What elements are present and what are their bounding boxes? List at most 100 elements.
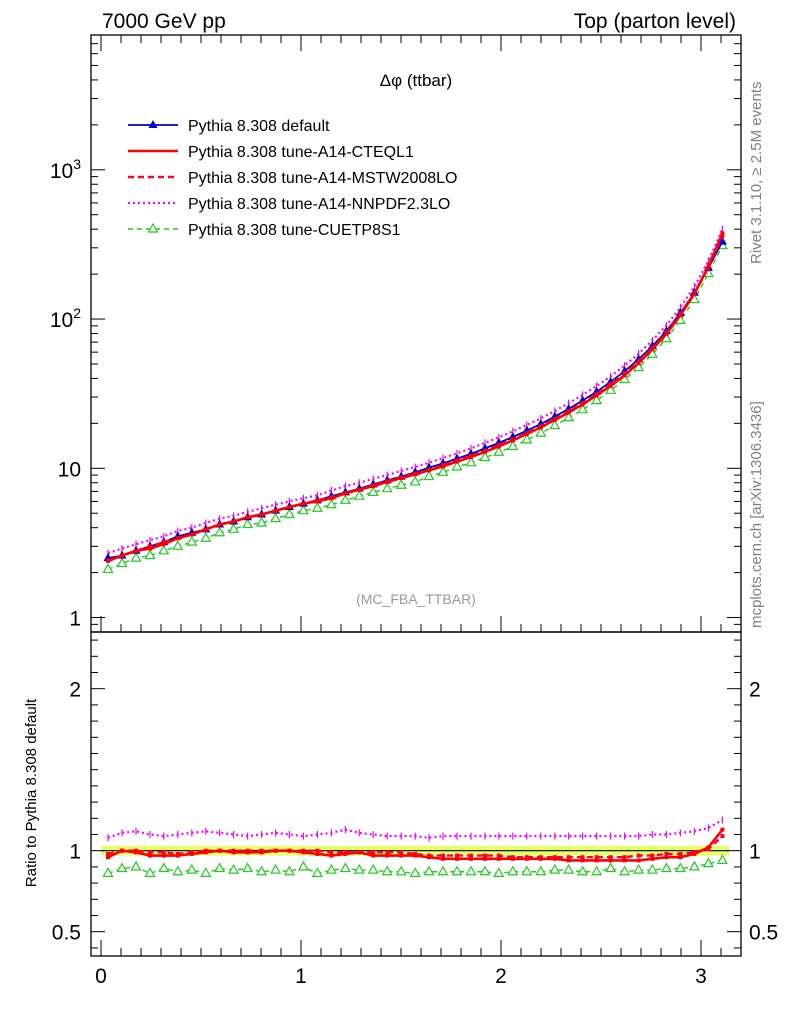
main-point-cteql1 [259, 512, 264, 517]
main-point-cteql1 [343, 491, 348, 496]
ratio-point-cteql1 [203, 850, 208, 855]
ratio-y-tick-label-right: 2 [749, 679, 761, 702]
ratio-point-cuetp8s1 [311, 867, 323, 877]
main-point-cteql1 [650, 347, 655, 352]
ratio-point-cuetp8s1 [395, 865, 407, 876]
ratio-point-cteql1 [329, 853, 334, 858]
main-point-cteql1 [594, 393, 599, 398]
main-point-cteql1 [524, 431, 529, 436]
ratio-point-cuetp8s1 [367, 863, 379, 874]
ratio-point-cuetp8s1 [186, 863, 198, 874]
ratio-point-cuetp8s1 [674, 862, 686, 873]
ratio-point-cteql1 [287, 848, 292, 853]
main-point-cuetp8s1 [172, 540, 184, 550]
main-point-cuetp8s1 [577, 403, 589, 414]
main-point-cteql1 [189, 532, 194, 537]
main-point-cteql1 [161, 542, 166, 547]
ratio-point-cuetp8s1 [409, 867, 421, 877]
main-point-cuetp8s1 [409, 475, 421, 486]
main-point-cuetp8s1 [200, 531, 212, 542]
ratio-point-cteql1 [148, 853, 152, 858]
main-point-cteql1 [692, 291, 697, 296]
main-point-cteql1 [678, 313, 683, 318]
ratio-point-mstw [608, 855, 613, 860]
main-point-cteql1 [552, 417, 557, 422]
ratio-point-cteql1 [217, 848, 222, 853]
ratio-point-mstw [315, 848, 320, 853]
ratio-point-cuetp8s1 [116, 862, 128, 873]
ratio-point-mstw [371, 850, 376, 855]
ratio-point-mstw [594, 855, 599, 860]
main-point-cteql1 [720, 231, 725, 236]
ratio-point-cteql1 [427, 855, 431, 860]
ratio-point-mstw [455, 853, 459, 858]
main-point-cteql1 [134, 548, 138, 553]
ratio-point-cteql1 [580, 858, 585, 863]
plot-title: Δφ (ttbar) [380, 71, 452, 90]
ratio-point-cuetp8s1 [521, 865, 533, 876]
ratio-y-tick-label-right: 1 [749, 841, 761, 864]
main-point-cuetp8s1 [493, 446, 505, 456]
source-site-label: mcplots.cern.ch [arXiv:1306.3436] [748, 401, 765, 628]
main-point-cteql1 [371, 484, 376, 489]
main-point-cuetp8s1 [311, 502, 323, 512]
legend-label-nnpdf: Pythia 8.308 tune-A14-NNPDF2.3LO [188, 196, 450, 213]
main-point-cuetp8s1 [605, 384, 617, 394]
main-point-cuetp8s1 [437, 466, 449, 476]
main-line-cteql1 [107, 232, 724, 563]
ratio-point-cuetp8s1 [535, 865, 547, 876]
main-line-cuetp8s1 [107, 245, 724, 571]
ratio-point-cteql1 [622, 858, 627, 863]
ratio-point-cteql1 [301, 850, 306, 855]
ratio-axis-label: Ratio to Pythia 8.308 default [23, 698, 40, 887]
main-point-cteql1 [357, 487, 362, 492]
legend-marker-cuetp8s1 [147, 222, 159, 233]
main-point-cuetp8s1 [339, 494, 351, 504]
ratio-point-cuetp8s1 [339, 862, 351, 873]
main-point-cuetp8s1 [256, 516, 268, 527]
main-point-cuetp8s1 [283, 508, 295, 519]
y-tick-label: 103 [50, 156, 81, 183]
main-point-mstw [622, 371, 627, 376]
main-point-cuetp8s1 [451, 460, 463, 471]
process-label: Top (parton level) [574, 10, 736, 33]
ratio-point-cuetp8s1 [130, 860, 142, 871]
main-point-cuetp8s1 [507, 440, 519, 451]
main-point-cuetp8s1 [521, 433, 533, 444]
ratio-point-cuetp8s1 [353, 863, 365, 874]
ratio-point-cuetp8s1 [270, 863, 282, 874]
ratio-point-mstw [161, 850, 166, 855]
ratio-point-cuetp8s1 [158, 862, 170, 873]
main-point-cteql1 [455, 459, 459, 464]
ratio-point-cuetp8s1 [256, 865, 268, 876]
x-tick-label: 1 [295, 965, 307, 988]
main-point-cuetp8s1 [270, 512, 282, 523]
main-point-cteql1 [245, 515, 250, 520]
main-point-cuetp8s1 [465, 456, 477, 467]
main-point-cuetp8s1 [395, 479, 407, 489]
ratio-point-cuetp8s1 [228, 863, 240, 874]
ratio-point-cuetp8s1 [437, 865, 449, 876]
main-point-cuetp8s1 [423, 470, 435, 481]
ratio-point-mstw [148, 850, 152, 855]
ratio-point-mstw [399, 850, 404, 855]
main-point-cuetp8s1 [591, 394, 603, 405]
ratio-point-cuetp8s1 [214, 862, 226, 873]
main-point-cteql1 [441, 464, 445, 469]
main-point-cteql1 [231, 519, 236, 524]
main-point-cuetp8s1 [116, 557, 128, 568]
x-tick-label: 2 [495, 965, 507, 988]
main-point-cuetp8s1 [353, 489, 365, 500]
ratio-panel: 0 1 2 3 0.5 0.5 1 1 2 2 [52, 631, 778, 988]
rivet-version-label: Rivet 3.1.10, ≥ 2.5M events [748, 82, 765, 265]
y-tick-label: 102 [50, 305, 81, 332]
main-point-cuetp8s1 [325, 498, 337, 509]
ratio-point-mstw [678, 851, 683, 856]
ratio-point-cuetp8s1 [200, 867, 212, 877]
ratio-point-cuetp8s1 [605, 862, 617, 873]
main-point-cteql1 [496, 444, 501, 449]
ratio-point-mstw [329, 850, 334, 855]
ratio-point-cteql1 [496, 856, 501, 861]
main-point-cuetp8s1 [535, 426, 547, 437]
ratio-point-cuetp8s1 [381, 865, 393, 876]
